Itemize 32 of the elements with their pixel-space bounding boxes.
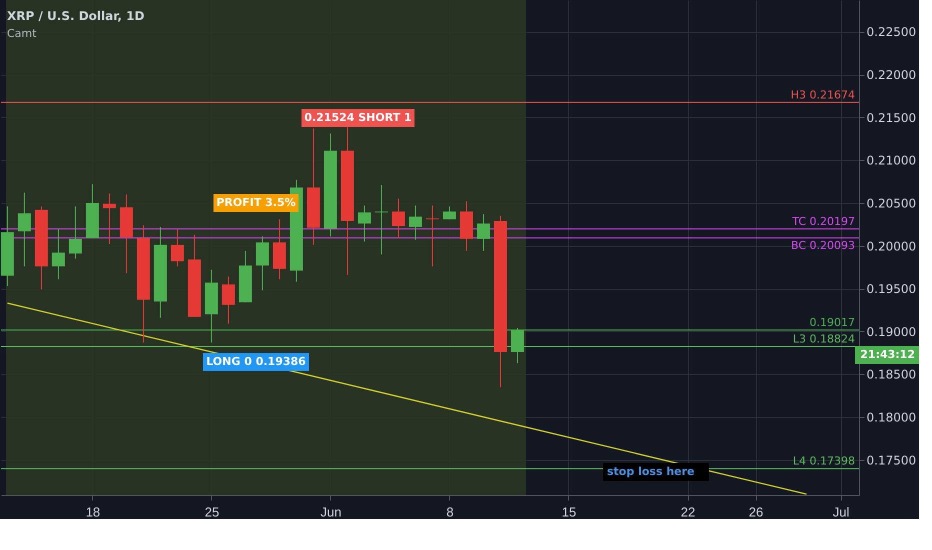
x-tick-label: 18 <box>86 504 100 520</box>
y-tick-label: 0.19500 <box>866 282 916 296</box>
text: Camt <box>7 27 38 40</box>
y-tick-label: 0.19000 <box>866 324 916 339</box>
x-tick-label: 15 <box>562 504 576 520</box>
y-tick-label: 0.17500 <box>866 453 916 468</box>
y-tick-label: 0.20000 <box>866 239 916 254</box>
x-tick-label: 8 <box>446 504 454 520</box>
y-tick-label: 0.18500 <box>866 368 916 382</box>
text: XRP / U.S. Dollar, 1D <box>7 9 144 23</box>
x-tick-label: Jun <box>320 504 342 520</box>
text: 21:43:12 <box>860 348 915 361</box>
ref-line-label: 0.19017 <box>810 316 855 329</box>
annotation: stop loss here <box>607 465 694 478</box>
x-tick-label: 26 <box>748 504 764 520</box>
y-tick-label: 0.22500 <box>866 25 916 40</box>
ref-line-label: L3 0.18824 <box>792 332 855 346</box>
x-tick-label: 25 <box>204 504 220 520</box>
y-tick-label: 0.18000 <box>866 410 916 425</box>
annotation: LONG 0 0.19386 <box>206 355 306 368</box>
y-tick-label: 0.22000 <box>866 68 916 82</box>
x-tick-label: Jul <box>832 504 850 520</box>
ref-line-label: TC 0.20197 <box>791 214 855 228</box>
ref-line-label: H3 0.21674 <box>790 88 855 102</box>
annotation: PROFIT 3.5% <box>216 196 296 209</box>
y-tick-label: 0.20500 <box>866 196 916 210</box>
annotation: 0.21524 SHORT 1 <box>304 111 412 124</box>
ref-line-label: BC 0.20093 <box>790 238 855 252</box>
x-tick-label: 22 <box>680 504 696 520</box>
ref-line-label: L4 0.17398 <box>792 454 855 468</box>
y-tick-label: 0.21500 <box>866 110 916 125</box>
y-tick-label: 0.21000 <box>866 154 916 168</box>
